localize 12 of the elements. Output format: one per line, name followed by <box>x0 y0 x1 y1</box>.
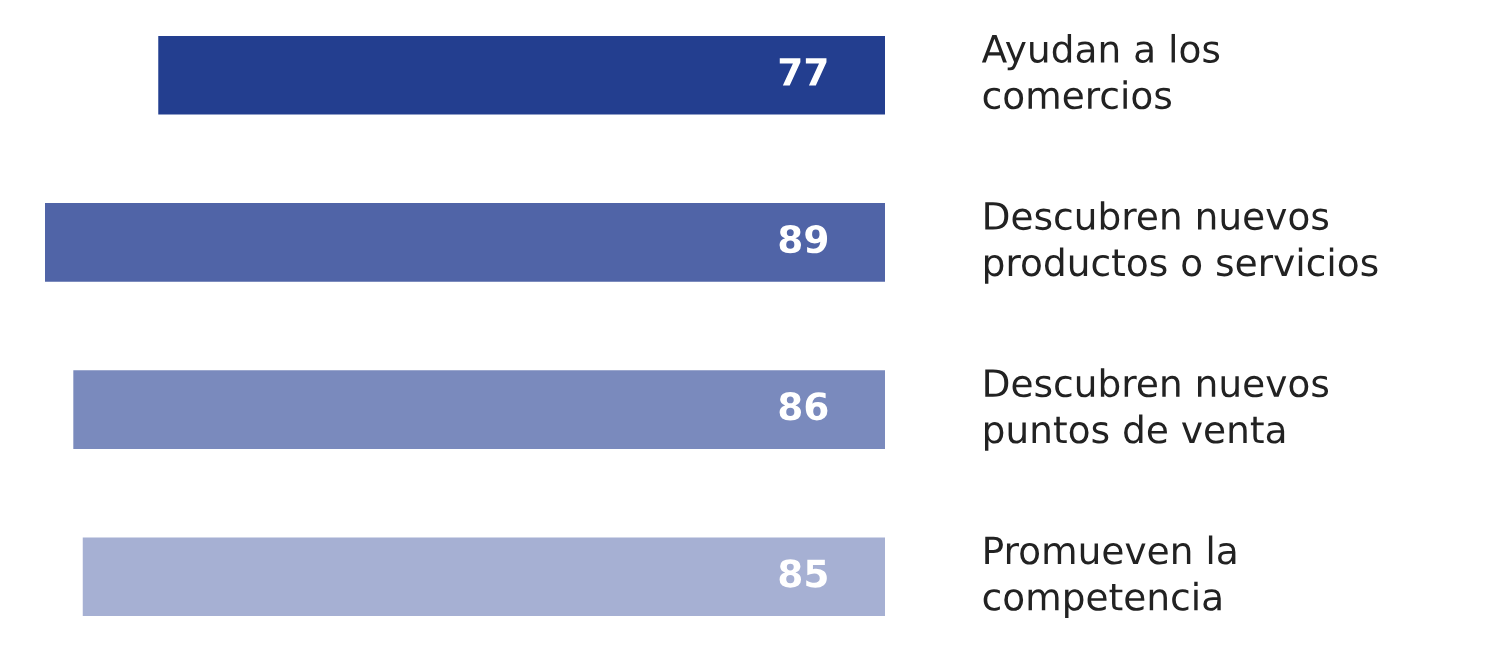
data-label: 86 <box>779 392 828 421</box>
y-tick-label: Descubren nuevos puntos de venta <box>985 368 1329 451</box>
bar <box>158 35 885 115</box>
bar <box>82 537 885 617</box>
data-label: 77 <box>779 58 827 86</box>
data-label: 89 <box>779 224 828 254</box>
data-label: 85 <box>779 559 827 588</box>
y-tick-label: Ayudan a los comercios <box>981 33 1220 110</box>
y-tick-label: Promueven la competencia <box>983 535 1236 619</box>
bar <box>73 370 885 449</box>
y-tick-label: Descubren nuevos productos o servicios <box>985 201 1378 284</box>
bar <box>45 203 885 282</box>
